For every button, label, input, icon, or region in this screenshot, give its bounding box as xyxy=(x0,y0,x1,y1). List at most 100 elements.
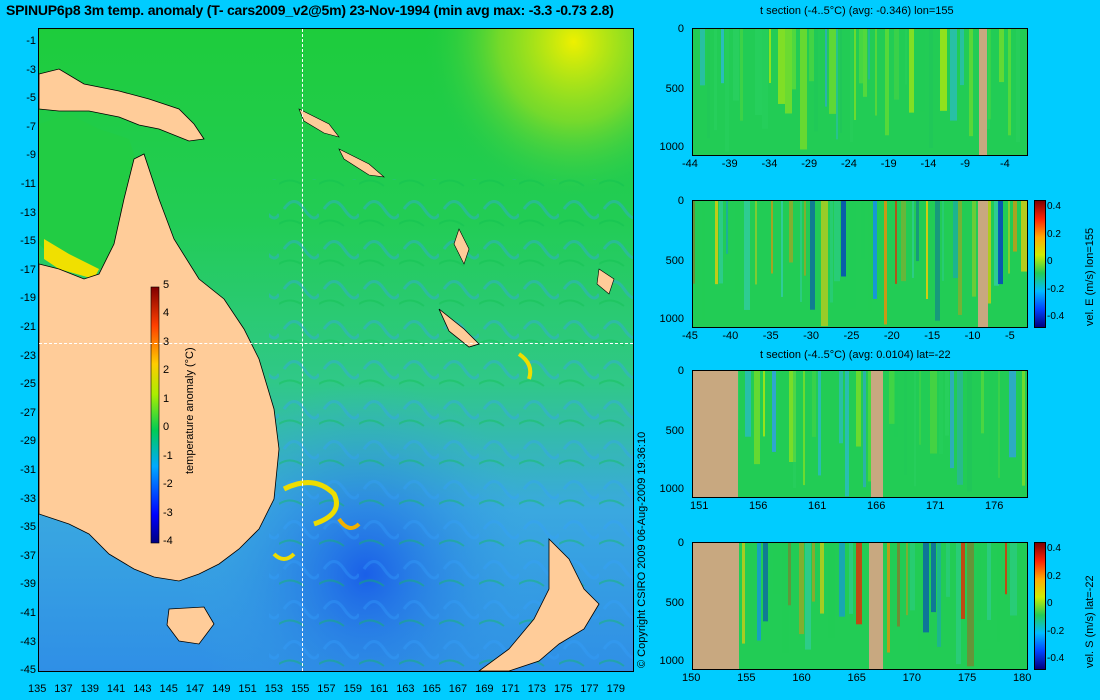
section-stripe xyxy=(755,29,762,115)
section-stripe xyxy=(836,29,838,140)
section-stripe xyxy=(825,29,827,107)
section-stripe xyxy=(977,371,980,449)
section-stripe xyxy=(905,29,907,85)
section-x-tick: 156 xyxy=(749,500,768,512)
section-y-tick: 0 xyxy=(677,23,684,35)
section-stripe xyxy=(821,201,828,327)
section-stripe xyxy=(863,29,867,97)
section-colorbar-tick: 0.2 xyxy=(1047,570,1061,582)
section-x-tick: 180 xyxy=(1013,672,1032,684)
map-lon-tick: 167 xyxy=(448,683,468,695)
section-stripe xyxy=(868,29,870,80)
section-land xyxy=(978,201,988,327)
section-stripe xyxy=(1013,201,1017,252)
section-stripe xyxy=(920,29,925,112)
section-stripe xyxy=(805,543,811,650)
map-lat-tick: -11 xyxy=(20,178,36,190)
map-colorbar xyxy=(150,286,160,544)
section-stripe xyxy=(859,29,863,84)
section-stripe xyxy=(998,201,1003,285)
section-y-tick: 500 xyxy=(665,425,684,437)
section-colorbar-tick: -0.2 xyxy=(1047,625,1065,637)
map-lat-tick: -39 xyxy=(20,578,36,591)
section-stripe xyxy=(1008,29,1011,136)
section-stripe xyxy=(725,29,729,152)
section-stripe xyxy=(799,543,804,635)
section-stripe xyxy=(983,543,990,650)
section-stripe xyxy=(950,29,957,121)
section-stripe xyxy=(719,201,723,284)
section-stripe xyxy=(773,543,780,594)
section-stripe xyxy=(957,371,963,485)
map-colorbar-tick: 2 xyxy=(163,364,170,377)
section-land xyxy=(869,543,883,669)
section-x-tick: -40 xyxy=(722,330,739,342)
section-colorbar-tick: 0 xyxy=(1047,256,1053,267)
section-x-tick: 166 xyxy=(867,500,886,512)
section-stripe xyxy=(829,371,834,461)
section-title: t section (-4..5°C) (avg: -0.346) lon=15… xyxy=(760,5,954,17)
section-stripe xyxy=(785,29,792,114)
section-stripe xyxy=(916,201,919,262)
map-lon-tick: 137 xyxy=(54,683,73,695)
section-stripe xyxy=(963,201,966,309)
temperature-anomaly-map xyxy=(38,28,634,672)
section-colorbar xyxy=(1034,200,1046,328)
section-stripe xyxy=(1010,543,1017,616)
section-x-tick: -45 xyxy=(682,330,698,342)
section-x-tick: -25 xyxy=(843,330,860,342)
section-stripe xyxy=(873,201,877,299)
section-x-tick: -39 xyxy=(721,158,738,170)
section-y-tick: 1000 xyxy=(659,313,684,325)
section-stripe xyxy=(960,29,964,86)
map-colorbar-tick: 0 xyxy=(163,421,170,434)
map-lon-tick: 175 xyxy=(554,683,573,695)
section-colorbar-tick: 0.2 xyxy=(1047,228,1061,240)
section-x-tick: 175 xyxy=(957,672,977,684)
section-stripe xyxy=(875,29,877,116)
new-caledonia-land xyxy=(438,308,480,348)
map-lon-tick: 157 xyxy=(317,683,336,695)
map-lon-tick: 165 xyxy=(422,683,441,695)
section-x-tick: -4 xyxy=(1000,158,1010,170)
section-stripe xyxy=(935,201,940,321)
section-stripe xyxy=(956,543,961,665)
section-stripe xyxy=(812,371,816,437)
section-stripe xyxy=(958,201,962,315)
crosshair-lat xyxy=(39,343,633,344)
section-stripe xyxy=(969,29,973,137)
section-stripe xyxy=(914,371,916,487)
section-stripe xyxy=(834,201,840,282)
section-x-tick: -20 xyxy=(883,330,900,342)
section-y-tick: 500 xyxy=(665,597,684,609)
section-stripe xyxy=(868,201,872,311)
section-stripe xyxy=(987,543,991,620)
map-lat-tick: -19 xyxy=(20,292,36,305)
section-stripe xyxy=(868,371,871,482)
section-stripe xyxy=(731,201,734,308)
section-stripe xyxy=(940,29,947,111)
map-lat-tick: -17 xyxy=(20,263,36,276)
section-stripe xyxy=(850,201,856,309)
section-stripe xyxy=(923,543,929,633)
section-x-tick: 171 xyxy=(926,500,945,512)
map-colorbar-tick: -2 xyxy=(163,478,173,491)
section-colorbar-tick: -0.4 xyxy=(1047,311,1065,322)
section-stripe xyxy=(894,371,898,437)
section-stripe xyxy=(788,543,791,606)
section-stripe xyxy=(829,29,836,114)
section-colorbar-tick: 0.4 xyxy=(1047,201,1061,212)
section-stripe xyxy=(885,29,889,136)
map-lon-tick: 173 xyxy=(527,683,547,695)
section-stripe xyxy=(714,29,717,131)
section-y-tick: 0 xyxy=(677,365,684,377)
section-land xyxy=(693,371,738,497)
section-stripe xyxy=(726,201,728,254)
section-stripe xyxy=(702,201,705,324)
map-lat-tick: -15 xyxy=(20,235,36,248)
section-stripe xyxy=(818,371,821,476)
map-colorbar-tick: 3 xyxy=(163,335,170,348)
map-colorbar-label: temperature anomaly (°C) xyxy=(184,347,196,474)
section-stripe xyxy=(793,371,796,488)
map-colorbar-tick: -3 xyxy=(163,506,173,519)
